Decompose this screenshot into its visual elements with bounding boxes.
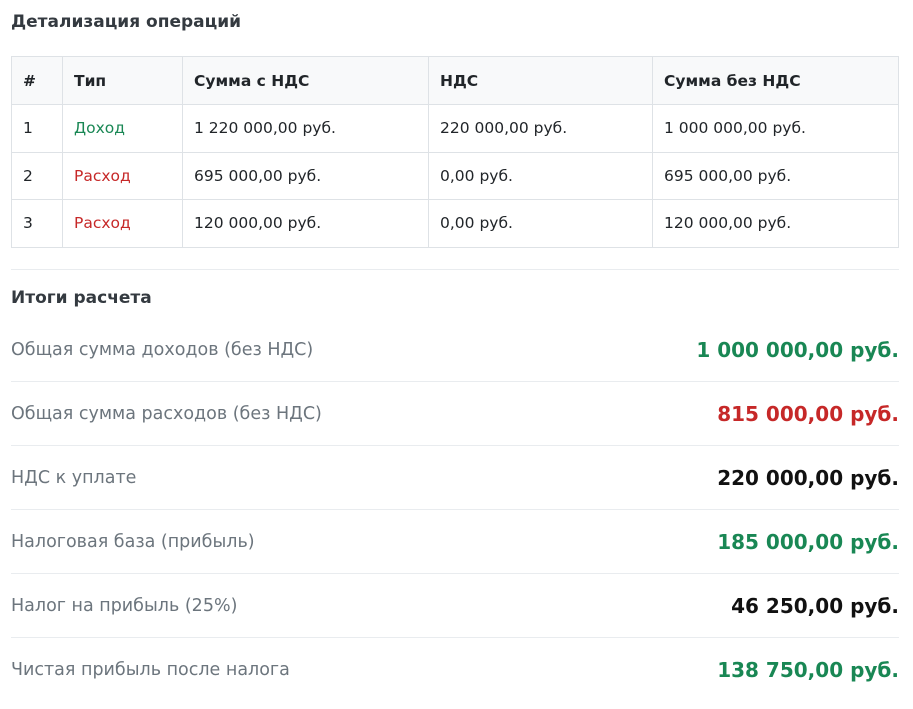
row-number: 2 xyxy=(11,151,63,200)
row-amount-with-vat: 1 220 000,00 руб. xyxy=(182,104,429,153)
profit-tax-label: Налог на прибыль (25%) xyxy=(11,595,238,616)
header-vat: НДС xyxy=(428,56,653,105)
details-title: Детализация операций xyxy=(11,12,242,32)
row-vat: 0,00 руб. xyxy=(428,199,653,248)
totals-title: Итоги расчета xyxy=(11,288,152,308)
net-profit-label: Чистая прибыль после налога xyxy=(11,660,290,680)
total-expense-value: 815 000,00 руб. xyxy=(717,401,899,426)
header-number: # xyxy=(11,56,63,105)
tax-base-row: Налоговая база (прибыль) 185 000,00 руб. xyxy=(11,510,899,574)
tax-base-label: Налоговая база (прибыль) xyxy=(11,531,255,552)
row-amount-without-vat: 1 000 000,00 руб. xyxy=(652,104,899,153)
vat-payable-row: НДС к уплате 220 000,00 руб. xyxy=(11,446,899,510)
row-type-expense: Расход xyxy=(62,199,183,248)
row-type-expense: Расход xyxy=(62,151,183,200)
profit-tax-value: 46 250,00 руб. xyxy=(731,593,899,618)
tax-base-value: 185 000,00 руб. xyxy=(717,529,899,554)
row-vat: 220 000,00 руб. xyxy=(428,104,653,153)
net-profit-value: 138 750,00 руб. xyxy=(717,658,899,682)
vat-payable-label: НДС к уплате xyxy=(11,467,137,488)
row-amount-with-vat: 120 000,00 руб. xyxy=(182,199,429,248)
table-row: 2 Расход 695 000,00 руб. 0,00 руб. 695 0… xyxy=(11,151,899,200)
total-expense-label: Общая сумма расходов (без НДС) xyxy=(11,403,322,424)
profit-tax-row: Налог на прибыль (25%) 46 250,00 руб. xyxy=(11,574,899,638)
row-amount-with-vat: 695 000,00 руб. xyxy=(182,151,429,200)
row-number: 1 xyxy=(11,104,63,153)
row-vat: 0,00 руб. xyxy=(428,151,653,200)
section-divider xyxy=(11,269,899,270)
row-amount-without-vat: 120 000,00 руб. xyxy=(652,199,899,248)
header-amount-with-vat: Сумма с НДС xyxy=(182,56,429,105)
net-profit-row: Чистая прибыль после налога 138 750,00 р… xyxy=(11,638,899,702)
total-income-row: Общая сумма доходов (без НДС) 1 000 000,… xyxy=(11,318,899,382)
table-row: 3 Расход 120 000,00 руб. 0,00 руб. 120 0… xyxy=(11,199,899,248)
row-type-income: Доход xyxy=(62,104,183,153)
total-income-value: 1 000 000,00 руб. xyxy=(696,337,899,362)
totals-list: Общая сумма доходов (без НДС) 1 000 000,… xyxy=(11,318,899,702)
header-amount-without-vat: Сумма без НДС xyxy=(652,56,899,105)
row-amount-without-vat: 695 000,00 руб. xyxy=(652,151,899,200)
table-header-row: # Тип Сумма с НДС НДС Сумма без НДС xyxy=(11,56,899,105)
table-row: 1 Доход 1 220 000,00 руб. 220 000,00 руб… xyxy=(11,104,899,153)
header-type: Тип xyxy=(62,56,183,105)
vat-payable-value: 220 000,00 руб. xyxy=(717,465,899,490)
row-number: 3 xyxy=(11,199,63,248)
total-expense-row: Общая сумма расходов (без НДС) 815 000,0… xyxy=(11,382,899,446)
operations-table: # Тип Сумма с НДС НДС Сумма без НДС 1 До… xyxy=(11,56,899,248)
total-income-label: Общая сумма доходов (без НДС) xyxy=(11,339,314,360)
